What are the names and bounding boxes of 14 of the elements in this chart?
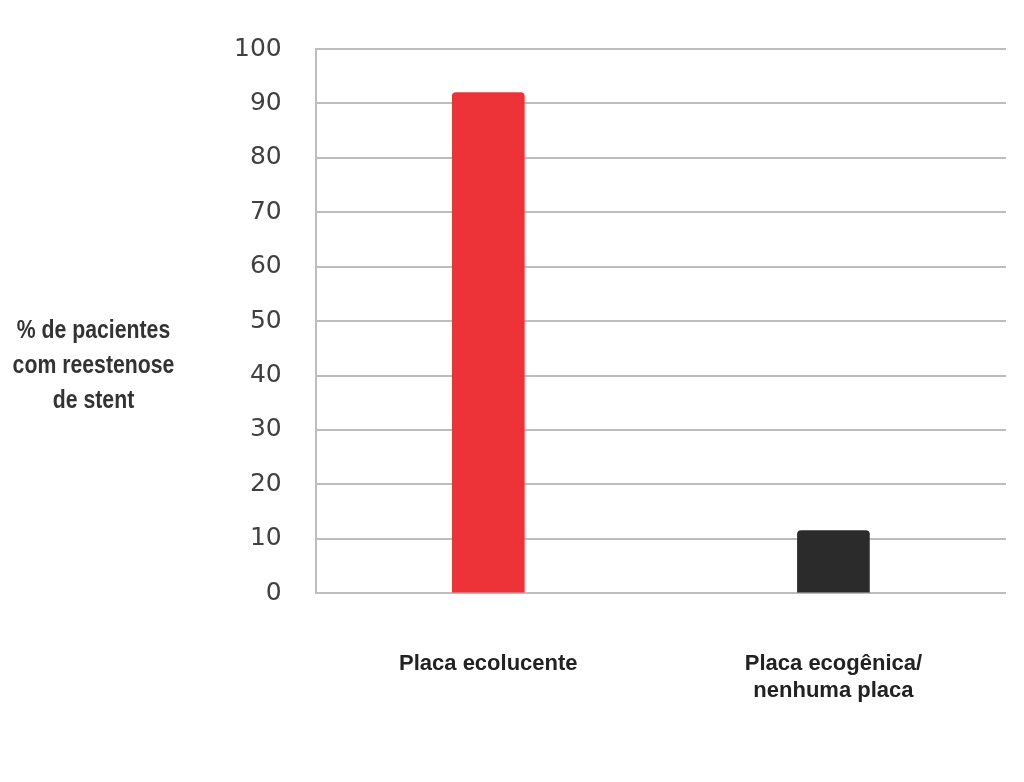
x-tick-label: Placa ecolucente bbox=[399, 650, 578, 676]
y-tick-label: 80 bbox=[249, 141, 282, 171]
y-tick-label: 0 bbox=[265, 576, 282, 606]
y-tick-label: 20 bbox=[249, 467, 282, 497]
y-tick-label: 50 bbox=[249, 304, 282, 334]
y-tick-label: 100 bbox=[234, 32, 282, 62]
x-tick-label: Placa ecogênica/ nenhuma placa bbox=[744, 650, 923, 702]
y-tick-label: 40 bbox=[249, 359, 282, 389]
y-tick-label: 60 bbox=[249, 250, 282, 280]
y-tick-label: 10 bbox=[249, 522, 282, 552]
y-tick-label: 90 bbox=[249, 86, 282, 116]
y-tick-label: 30 bbox=[249, 413, 282, 443]
y-axis-title: % de pacientes com reestenose de stent bbox=[11, 314, 176, 415]
y-tick-label: 70 bbox=[249, 195, 282, 225]
